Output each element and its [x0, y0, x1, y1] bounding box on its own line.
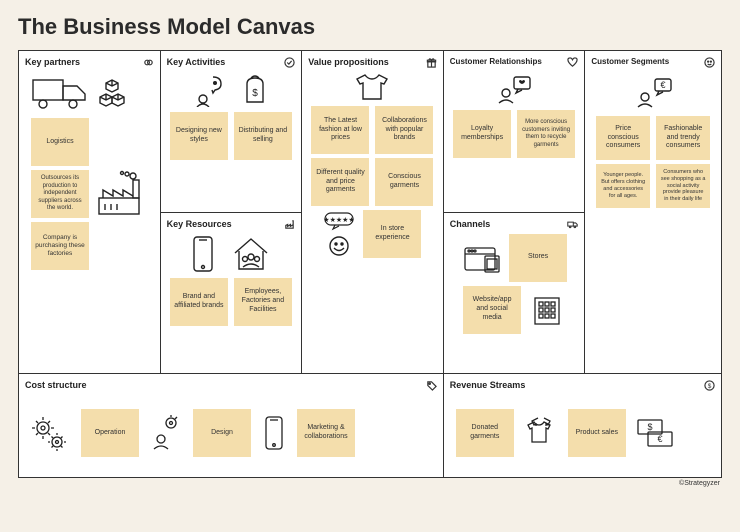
price-tag-icon: $ — [241, 74, 269, 106]
link-icon — [143, 57, 154, 68]
sticky-note: Operation — [81, 409, 139, 457]
svg-text:$: $ — [647, 422, 652, 432]
sticky-note: Conscious garments — [375, 158, 433, 206]
person-heart-icon — [494, 73, 534, 105]
tshirt-icon — [355, 73, 389, 101]
truck-icon — [31, 74, 91, 112]
van-icon — [567, 219, 578, 230]
section-title: Cost structure — [25, 380, 87, 390]
house-people-icon — [231, 235, 271, 273]
sticky-note: Fashionable and trendy consumers — [656, 116, 710, 160]
section-title: Customer Segments — [591, 57, 669, 66]
person-euro-icon: € — [631, 73, 675, 111]
factory-mini-icon — [284, 219, 295, 230]
browser-icon — [461, 242, 501, 274]
sticky-note: Price conscious consumers — [596, 116, 650, 160]
section-revenue-streams: Revenue Streams $ Donated garments Produ… — [444, 374, 721, 477]
sticky-note: Distributing and selling — [234, 112, 292, 160]
sticky-note: Donated garments — [456, 409, 514, 457]
sticky-note: Loyalty memberships — [453, 110, 511, 158]
gift-icon — [426, 57, 437, 68]
money-icon: $€ — [634, 416, 676, 450]
svg-text:$: $ — [252, 88, 258, 99]
factory-icon — [95, 170, 145, 218]
section-title: Key partners — [25, 57, 80, 67]
gears-icon — [31, 414, 69, 452]
section-title: Key Resources — [167, 219, 232, 229]
section-title: Revenue Streams — [450, 380, 526, 390]
building-icon — [529, 292, 565, 328]
boxes-icon — [97, 78, 127, 108]
smiley-icon — [328, 235, 350, 257]
sticky-note: Website/app and social media — [463, 286, 521, 334]
sticky-note: Brand and affiliated brands — [170, 278, 228, 326]
sticky-note: Consumers who see shopping as a social a… — [656, 164, 710, 208]
sticky-note: Design — [193, 409, 251, 457]
shirts-icon — [522, 416, 560, 450]
sticky-note: Employees, Factories and Facilities — [234, 278, 292, 326]
section-title: Key Activities — [167, 57, 226, 67]
idea-person-icon — [193, 73, 223, 107]
section-customer-segments: Customer Segments € Price conscious cons… — [585, 51, 721, 373]
svg-text:€: € — [657, 434, 662, 444]
heart-icon — [567, 57, 578, 68]
svg-text:€: € — [661, 80, 666, 90]
sticky-note: Logistics — [31, 118, 89, 166]
smiley-mini-icon — [704, 57, 715, 68]
section-title: Customer Relationships — [450, 57, 542, 66]
section-title: Value propositions — [308, 57, 389, 67]
phone-icon — [191, 235, 215, 273]
sticky-note: Collaborations with popular brands — [375, 106, 433, 154]
sticky-note: Marketing & collaborations — [297, 409, 355, 457]
sticky-note: The Latest fashion at low prices — [311, 106, 369, 154]
section-customer-relationships: Customer Relationships Loyalty membershi… — [444, 51, 585, 212]
sticky-note: Company is purchasing these factories — [31, 222, 89, 270]
section-value-propositions: Value propositions The Latest fashion at… — [302, 51, 443, 373]
check-icon — [284, 57, 295, 68]
stars-bubble-icon: ★★★★★ — [323, 211, 355, 231]
sticky-note: Product sales — [568, 409, 626, 457]
tag-icon — [426, 380, 437, 391]
sticky-note: Designing new styles — [170, 112, 228, 160]
sticky-note: More conscious customers inviting them t… — [517, 110, 575, 158]
sticky-note: Stores — [509, 234, 567, 282]
dollar-icon: $ — [704, 380, 715, 391]
bmc-canvas: Key partners Logistics Outsources its pr… — [18, 50, 722, 478]
sticky-note: Outsources its production to independent… — [31, 170, 89, 218]
svg-text:★★★★★: ★★★★★ — [324, 216, 355, 224]
section-title: Channels — [450, 219, 491, 229]
mobile-icon — [263, 415, 285, 451]
svg-text:$: $ — [708, 383, 712, 390]
section-key-activities: Key Activities $ Designing new styles Di… — [161, 51, 302, 212]
sticky-note: In store experience — [363, 210, 421, 258]
section-channels: Channels Stores Website/app and social m… — [444, 213, 585, 374]
page-title: The Business Model Canvas — [18, 14, 722, 40]
footer-credit: ©Strategyzer — [18, 480, 722, 487]
section-key-resources: Key Resources Brand and affiliated brand… — [161, 213, 302, 374]
sticky-note: Different quality and price garments — [311, 158, 369, 206]
section-cost-structure: Cost structure Operation Design Marketin… — [19, 374, 444, 477]
section-key-partners: Key partners Logistics Outsources its pr… — [19, 51, 160, 373]
designer-icon — [151, 415, 181, 451]
sticky-note: Younger people. But offers clothing and … — [596, 164, 650, 208]
